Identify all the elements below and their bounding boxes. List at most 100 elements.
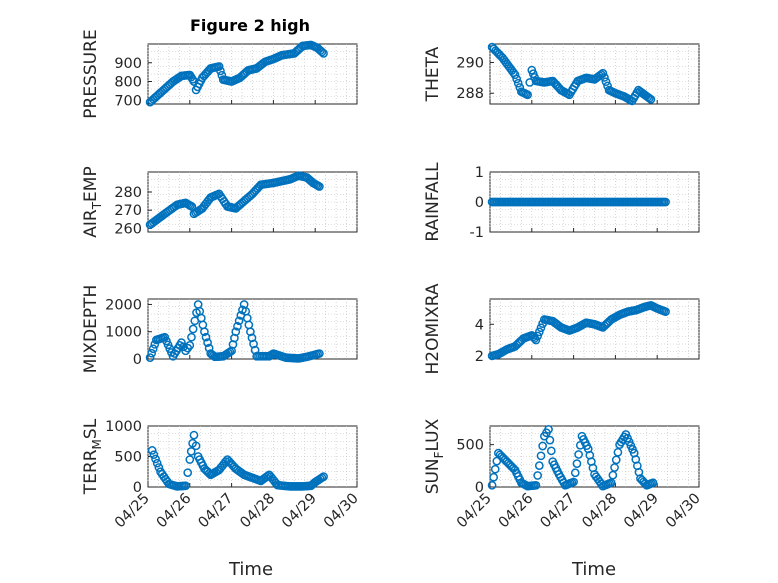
- y-axis-label: PRESSURE: [81, 29, 101, 118]
- data-point: [145, 353, 155, 362]
- y-tick-label: 700: [114, 93, 142, 109]
- y-axis-label: THETA: [423, 46, 443, 102]
- y-axis-label-subscript: T: [90, 201, 104, 210]
- data-point: [221, 457, 231, 466]
- y-tick-label: 260: [114, 221, 142, 237]
- data-point: [319, 49, 328, 58]
- y-tick-label: 1: [475, 165, 484, 181]
- data-point: [513, 78, 523, 88]
- series-rainfall: [487, 197, 670, 207]
- data-point: [487, 480, 497, 490]
- y-tick-label: 0: [475, 480, 484, 496]
- y-tick-label: 288: [456, 86, 484, 102]
- y-axis-label-subscript: M: [90, 439, 104, 449]
- data-point: [648, 478, 658, 488]
- x-axis-label-right: Time: [571, 559, 616, 580]
- data-point: [538, 441, 548, 451]
- data-point: [536, 323, 546, 333]
- data-point: [216, 66, 225, 76]
- y-tick-label: 270: [114, 203, 142, 219]
- data-point: [154, 463, 164, 472]
- y-tick-label: 800: [114, 75, 142, 91]
- data-point: [233, 321, 242, 331]
- y-axis-label-rest: EMP: [81, 166, 101, 202]
- y-tick-label: 290: [456, 55, 484, 71]
- data-point: [177, 338, 186, 347]
- series-terr_msl: [147, 430, 328, 491]
- data-point: [534, 327, 544, 337]
- data-point: [613, 447, 623, 457]
- panel-h2omixra: 2 4 H2OMIXRA: [423, 283, 700, 375]
- data-point: [572, 459, 582, 468]
- data-point: [247, 333, 257, 343]
- data-point: [319, 472, 328, 481]
- data-point: [188, 324, 198, 334]
- y-tick-label: 4: [475, 317, 484, 333]
- data-point: [531, 335, 541, 345]
- data-point: [246, 327, 255, 337]
- data-point: [569, 477, 578, 487]
- y-axis-label-main: THETA: [423, 46, 443, 102]
- data-point: [601, 77, 611, 87]
- y-axis-label-main: RAINFALL: [423, 162, 443, 242]
- y-tick-label: -1: [470, 225, 484, 241]
- series-pressure: [145, 40, 328, 107]
- data-point: [598, 68, 608, 78]
- data-point: [234, 316, 244, 326]
- data-point: [191, 441, 201, 451]
- y-tick-label: 2: [475, 349, 484, 365]
- series-mixdepth: [145, 300, 324, 363]
- data-point: [201, 332, 211, 342]
- x-axis-label-left: Time: [228, 559, 273, 580]
- data-point: [523, 90, 532, 100]
- y-tick-label: 0: [133, 480, 142, 496]
- data-point: [149, 450, 159, 460]
- series-theta: [487, 42, 656, 106]
- y-axis-label: TERRMSL: [81, 418, 104, 495]
- data-point: [661, 307, 670, 316]
- data-point: [187, 332, 196, 342]
- data-point: [546, 446, 556, 456]
- data-point: [249, 339, 258, 349]
- y-tick-label: 900: [114, 56, 142, 72]
- y-axis-label-main: TERR: [81, 449, 101, 495]
- subplot-grid: 700 800 900 PRESSURE 288 290 THETA 260 270 280 AIR…: [81, 29, 704, 531]
- data-point: [151, 454, 160, 464]
- data-point: [531, 480, 541, 490]
- data-point: [510, 70, 520, 80]
- y-axis-label-main: PRESSURE: [81, 29, 101, 118]
- y-tick-label: 280: [114, 185, 142, 201]
- y-axis-label: H2OMIXRA: [423, 283, 443, 374]
- data-point: [533, 331, 543, 341]
- panel-air_temp: 260 270 280 AIRTEMP: [81, 166, 358, 238]
- data-point: [214, 62, 224, 71]
- data-point: [533, 471, 543, 480]
- y-axis-label-main: AIR: [81, 209, 101, 238]
- data-point: [147, 348, 157, 358]
- series-sun_flux: [487, 425, 658, 491]
- data-point: [570, 468, 580, 478]
- y-tick-label: 500: [114, 450, 142, 466]
- panel-theta: 288 290 THETA: [423, 42, 700, 106]
- data-point: [544, 425, 553, 434]
- y-tick-label: 1000: [105, 419, 142, 435]
- data-point: [315, 349, 324, 358]
- y-axis-label-rest: LUX: [423, 418, 443, 451]
- data-point: [545, 435, 555, 445]
- y-axis-label-rest: SL: [81, 418, 101, 439]
- data-point: [317, 47, 327, 57]
- data-point: [490, 464, 500, 474]
- data-point: [536, 451, 546, 461]
- data-point: [645, 93, 654, 103]
- y-axis-label-subscript: F: [432, 451, 446, 458]
- data-point: [231, 327, 241, 337]
- series-air_temp: [145, 171, 324, 230]
- data-point: [534, 461, 544, 470]
- y-axis-label-main: SUN: [423, 458, 443, 494]
- data-point: [189, 430, 199, 440]
- data-point: [152, 458, 162, 468]
- panel-rainfall: -1 0 1 RAINFALL: [423, 162, 700, 242]
- data-point: [147, 446, 157, 455]
